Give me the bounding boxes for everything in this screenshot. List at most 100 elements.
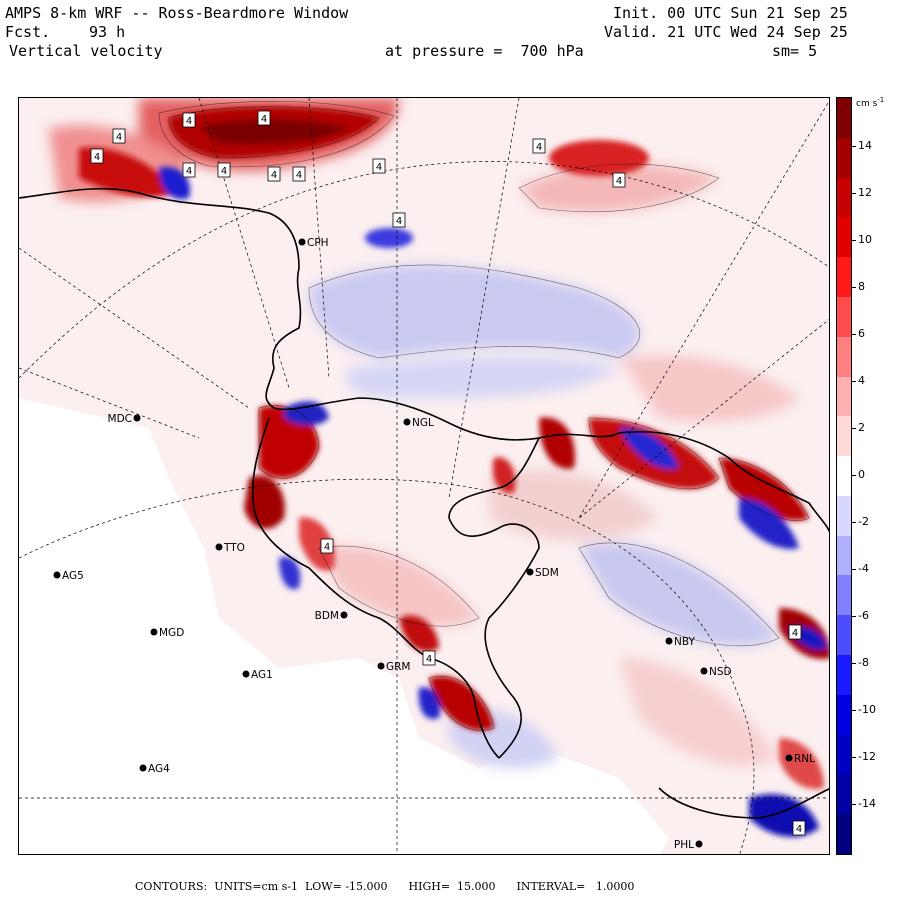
colorbar-tick [852,522,856,523]
extrema-marker-box [182,162,196,178]
field-name: Vertical velocity [9,42,163,60]
colorbar-tick-label: 4 [858,374,865,387]
station-label: AG4 [148,763,170,775]
station-label: PHL [674,839,694,851]
colorbar-tick [852,710,856,711]
colorbar-segment [837,336,851,378]
coastline [19,187,829,819]
colorbar-tick [852,240,856,241]
extrema-marker-label: 4 [94,152,100,163]
extrema-marker-box [792,820,806,836]
colorbar-segment [837,257,851,298]
colorbar-segment [837,296,851,338]
valid-time: Valid. 21 UTC Wed 24 Sep 25 [604,23,848,41]
station-dot [377,662,385,670]
extrema-marker-label: 4 [376,162,382,173]
pressure-level: at pressure = 700 hPa [385,42,584,60]
extrema-marker-box [612,172,626,188]
colorbar-tick [852,663,856,664]
colorbar-tick [852,381,856,382]
extrema-marker-label: 4 [221,166,227,177]
colorbar-segment [837,456,851,497]
forecast-hour: 93 h [89,23,126,41]
stations-layer: MDC NGL CPH TTO AG5 SDM MGD BDM GRM AG1 NBY NSD AG4 P… [53,237,815,851]
init-time: Init. 00 UTC Sun 21 Sep 25 [613,4,848,22]
forecast-label: Fcst. [5,23,51,41]
colorbar-segment [837,575,851,616]
extrema-marker-label: 4 [261,114,267,125]
colorbar-segment [837,376,851,417]
contour-lines [158,101,810,731]
colorbar-segment [837,217,851,258]
extrema-marker-box [217,162,231,178]
station-label: NBY [674,636,695,648]
colorbar-segment [837,814,851,855]
contour-footer: CONTOURS: UNITS=cm s-1 LOW= -15.000 HIGH… [135,880,635,893]
station-label: AG5 [62,570,84,582]
extrema-marker-box [292,166,306,182]
extrema-marker-label: 4 [616,176,622,187]
vertical-velocity-map: MDC NGL CPH TTO AG5 SDM MGD BDM GRM AG1 NBY NSD AG4 P… [18,97,830,855]
station-label: RNL [794,753,815,765]
extrema-markers-layer: 4 4 4 4 4 4 4 4 4 4 4 4 4 4 4 4 [90,110,806,836]
station-dot [139,764,147,772]
colorbar-tick [852,569,856,570]
colorbar-units: cm s-1 [856,96,884,109]
station-label: GRM [386,661,411,673]
station-dot [215,543,223,551]
colorbar-tick-label: -10 [858,703,876,716]
colorbar-tick-label: 12 [858,186,872,199]
colorbar-tick [852,428,856,429]
extrema-marker-box [267,166,281,182]
colorbar-segment [837,655,851,696]
extrema-marker-box [182,112,196,128]
colorbar-units-label: cm s [856,99,878,109]
station-dot [695,840,703,848]
station-dot [785,754,793,762]
colorbar-segment [837,98,851,139]
colorbar-tick-label: -8 [858,656,869,669]
extrema-marker-label: 4 [186,166,192,177]
station-dot [526,568,534,576]
colorbar-segment [837,535,851,576]
extrema-marker-label: 4 [796,824,802,835]
extrema-marker-box [257,110,271,126]
colorbar-segment [837,416,851,457]
extrema-marker-label: 4 [186,116,192,127]
extrema-marker-box [90,148,104,164]
colorbar-tick [852,804,856,805]
colorbar-tick-label: -4 [858,562,869,575]
extrema-marker-box [392,212,406,228]
colorbar-tick-label: -6 [858,609,869,622]
colorbar-segment [837,177,851,218]
station-dot [53,571,61,579]
station-label: BDM [315,610,339,622]
station-dot [133,414,141,422]
colorbar-segment [837,137,851,179]
station-dot [150,628,158,636]
colorbar-tick [852,757,856,758]
colorbar-tick [852,334,856,335]
colorbar-tick [852,146,856,147]
station-label: AG1 [251,669,273,681]
colorbar-tick-label: 8 [858,280,865,293]
extrema-marker-box [320,538,334,554]
station-dot [298,238,306,246]
soft-velocity-field [49,98,799,769]
colorbar-units-exp: -1 [877,96,885,104]
extrema-marker-label: 4 [296,170,302,181]
extrema-marker-label: 4 [324,542,330,553]
station-label: MGD [159,627,184,639]
colorbar-tick-label: -12 [858,750,876,763]
station-dot [403,418,411,426]
station-label: TTO [223,542,245,554]
colorbar-tick [852,287,856,288]
station-label: SDM [535,567,559,579]
colorbar-tick-label: 2 [858,421,865,434]
colorbar-tick-label: 0 [858,468,865,481]
colorbar-tick-label: 10 [858,233,872,246]
station-dot [242,670,250,678]
extrema-marker-box [372,158,386,174]
smoothing-value: sm= 5 [772,42,818,60]
map-canvas: MDC NGL CPH TTO AG5 SDM MGD BDM GRM AG1 NBY NSD AG4 P… [19,98,829,854]
